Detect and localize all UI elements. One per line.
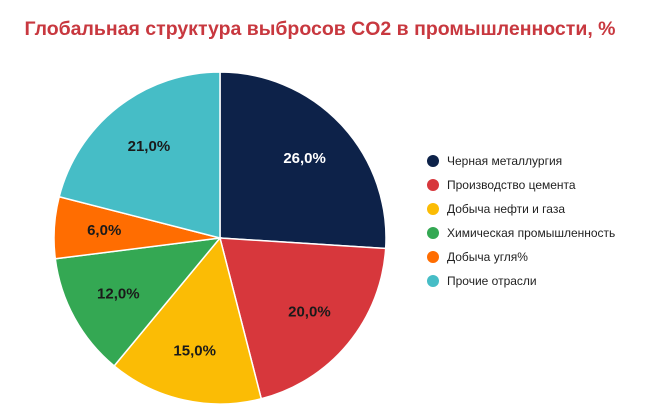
slice-value-label-other-industries: 21,0%: [128, 138, 171, 155]
legend-label: Черная металлургия: [447, 154, 563, 168]
legend-item-chemical-industry: Химическая промышленность: [427, 221, 615, 245]
legend-label: Добыча угля%: [447, 250, 528, 264]
slice-value-label-chemical-industry: 12,0%: [97, 285, 140, 302]
slice-value-label-coal-mining: 6,0%: [87, 222, 121, 239]
chart-title: Глобальная структура выбросов CO2 в пром…: [24, 18, 616, 40]
legend-label: Прочие отрасли: [447, 274, 537, 288]
legend-item-cement-production: Производство цемента: [427, 173, 615, 197]
legend-item-coal-mining: Добыча угля%: [427, 245, 615, 269]
pie-slice-other-industries: [58, 71, 221, 239]
legend-item-other-industries: Прочие отрасли: [427, 269, 615, 293]
slice-value-label-cement-production: 20,0%: [288, 303, 331, 320]
legend-swatch: [427, 155, 439, 167]
chart-legend: Черная металлургия Производство цемента …: [427, 149, 615, 293]
slice-value-label-ferrous-metallurgy: 26,0%: [283, 150, 326, 167]
legend-label: Химическая промышленность: [447, 226, 616, 240]
legend-swatch: [427, 251, 439, 263]
legend-item-ferrous-metallurgy: Черная металлургия: [427, 149, 615, 173]
pie-slice-oil-gas-extraction: [113, 236, 263, 405]
slice-value-label-oil-gas-extraction: 15,0%: [173, 343, 216, 360]
legend-swatch: [427, 227, 439, 239]
pie-slice-cement-production: [219, 237, 387, 400]
pie-slice-chemical-industry: [54, 237, 222, 367]
legend-label: Производство цемента: [447, 178, 576, 192]
pie-slice-ferrous-metallurgy: [219, 71, 387, 250]
legend-swatch: [427, 275, 439, 287]
legend-swatch: [427, 179, 439, 191]
legend-item-oil-gas-extraction: Добыча нефти и газа: [427, 197, 615, 221]
legend-label: Добыча нефти и газа: [447, 202, 566, 216]
legend-swatch: [427, 203, 439, 215]
